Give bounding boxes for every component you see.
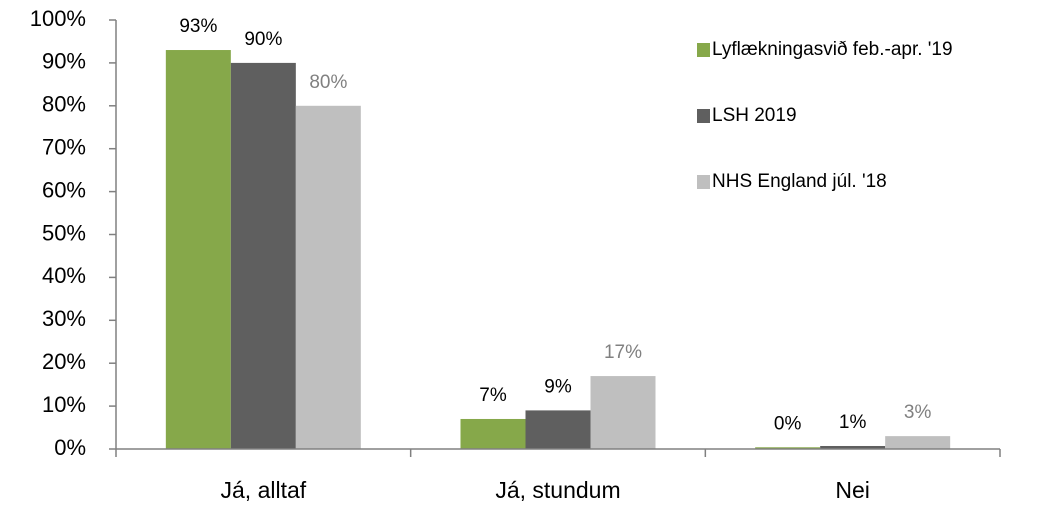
y-tick-label: 60% [42,177,86,202]
y-tick-label: 10% [42,392,86,417]
bar [460,418,526,449]
y-tick-label: 20% [42,349,86,374]
bar [820,445,886,449]
value-label: 9% [544,376,572,397]
bar [295,105,361,450]
y-tick-label: 40% [42,263,86,288]
value-label: 0% [774,413,802,434]
value-label: 93% [179,16,217,37]
y-tick-label: 70% [42,135,86,160]
bar [755,447,821,449]
bar [165,50,231,449]
value-label: 3% [904,402,932,423]
y-tick-label: 50% [42,220,86,245]
y-tick-label: 100% [30,6,86,31]
bar [230,62,296,450]
x-tick-label: Já, stundum [495,477,620,503]
value-label: 17% [604,342,642,363]
value-label: 90% [244,29,282,50]
x-tick-label: Nei [835,477,870,503]
legend-label: Lyflækningasvið feb.-apr. '19 [712,39,953,60]
value-label: 80% [309,72,347,93]
y-tick-label: 30% [42,306,86,331]
y-tick-label: 80% [42,92,86,117]
y-tick-label: 90% [42,49,86,74]
legend-swatch [697,43,710,57]
y-tick-label: 0% [54,435,86,460]
value-label: 7% [479,385,507,406]
bar [525,410,591,449]
legend-label: LSH 2019 [712,105,797,126]
legend-swatch [697,109,710,123]
legend-swatch [697,175,710,189]
value-label: 1% [839,412,867,433]
legend-label: NHS England júl. '18 [712,171,887,192]
x-tick-label: Já, alltaf [221,477,307,503]
bar [885,436,951,449]
bar [590,376,656,449]
